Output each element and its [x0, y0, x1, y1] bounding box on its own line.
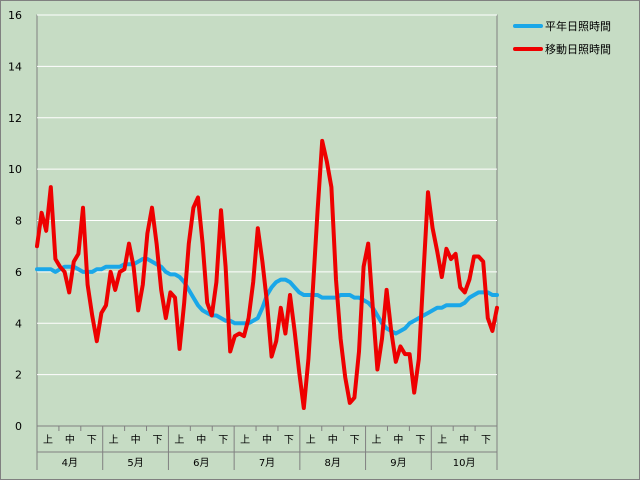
y-tick-label-10: 10: [8, 163, 22, 176]
x-axis: 上中下4月上中下5月上中下6月上中下7月上中下8月上中下9月上中下10月: [36, 425, 498, 470]
x-sub-label: 下: [481, 435, 491, 446]
y-tick-label-8: 8: [15, 215, 22, 228]
y-tick-label-4: 4: [15, 317, 22, 330]
x-sub-label: 下: [152, 435, 162, 446]
x-sub-label: 中: [131, 433, 141, 446]
x-sub-label: 上: [174, 434, 184, 446]
x-sub-label: 中: [393, 433, 403, 446]
y-axis: 0 2 4 6 8 10 12 14 16: [8, 9, 22, 433]
x-sub-label: 中: [196, 433, 206, 446]
x-month-label: 7月: [259, 457, 275, 469]
x-month-label: 10月: [453, 457, 476, 469]
x-sub-label: 上: [240, 434, 250, 446]
series-line-1: [35, 138, 499, 410]
x-sub-label: 中: [328, 433, 338, 446]
x-sub-label: 中: [459, 433, 469, 446]
y-tick-label-12: 12: [8, 112, 22, 125]
x-sub-label: 下: [218, 435, 228, 446]
x-sub-label: 上: [43, 434, 53, 446]
x-sub-label: 下: [284, 435, 294, 446]
x-month-label: 5月: [127, 457, 143, 469]
y-tick-label-14: 14: [8, 60, 22, 73]
x-sub-label: 中: [65, 433, 75, 446]
y-tick-label-0: 0: [15, 420, 22, 433]
legend: 平年日照時間 移動日照時間: [513, 19, 611, 56]
x-sub-label: 上: [306, 434, 316, 446]
y-tick-label-16: 16: [8, 9, 22, 22]
legend-label-series-0: 平年日照時間: [545, 19, 611, 33]
x-sub-label: 中: [262, 433, 272, 446]
x-sub-label: 下: [350, 435, 360, 446]
legend-label-series-1: 移動日照時間: [545, 42, 611, 56]
y-tick-label-2: 2: [15, 369, 22, 382]
x-sub-label: 上: [372, 434, 382, 446]
x-month-label: 8月: [325, 457, 341, 469]
x-sub-label: 上: [437, 434, 447, 446]
series-lines: [35, 138, 499, 410]
y-tick-label-6: 6: [15, 266, 22, 279]
x-sub-label: 上: [109, 434, 119, 446]
x-month-label: 9月: [390, 457, 406, 469]
x-month-label: 4月: [62, 457, 78, 469]
x-sub-label: 下: [87, 435, 97, 446]
x-month-label: 6月: [193, 457, 209, 469]
x-sub-label: 下: [415, 435, 425, 446]
